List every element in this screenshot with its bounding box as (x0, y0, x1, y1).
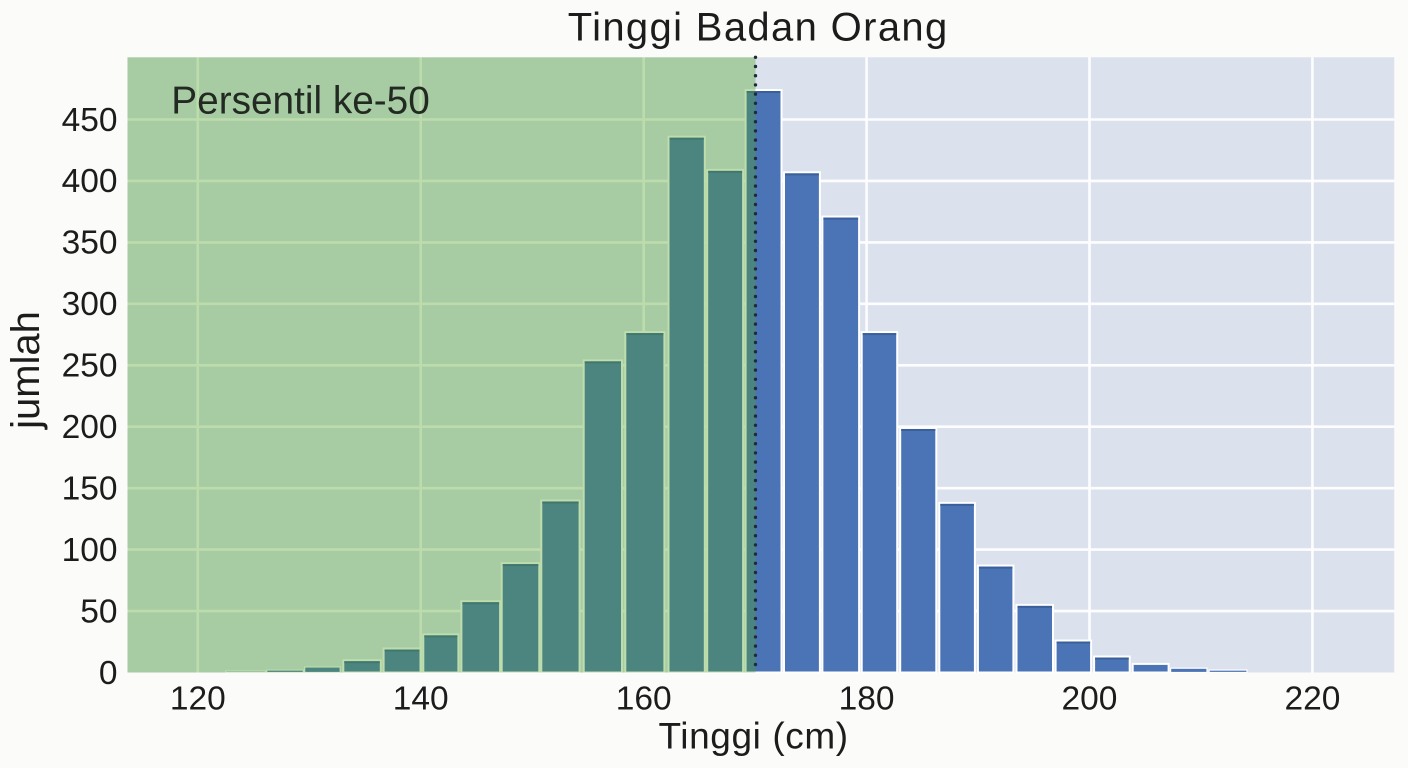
svg-text:250: 250 (62, 348, 118, 385)
svg-text:400: 400 (62, 163, 118, 200)
svg-text:140: 140 (393, 681, 449, 718)
svg-text:Tinggi (cm): Tinggi (cm) (658, 716, 848, 757)
svg-text:180: 180 (839, 681, 895, 718)
svg-text:200: 200 (62, 409, 118, 446)
svg-text:120: 120 (170, 681, 226, 718)
svg-text:jumlah: jumlah (4, 311, 48, 430)
svg-text:150: 150 (62, 471, 118, 508)
svg-text:0: 0 (99, 655, 118, 692)
svg-text:350: 350 (62, 225, 118, 262)
svg-text:100: 100 (62, 532, 118, 569)
svg-text:200: 200 (1062, 681, 1118, 718)
svg-text:160: 160 (616, 681, 672, 718)
svg-text:220: 220 (1284, 681, 1340, 718)
svg-text:Tinggi Badan Orang: Tinggi Badan Orang (568, 6, 949, 50)
svg-text:Persentil ke-50: Persentil ke-50 (171, 80, 429, 123)
svg-text:50: 50 (80, 593, 117, 630)
svg-text:300: 300 (62, 286, 118, 323)
svg-text:450: 450 (62, 102, 118, 139)
